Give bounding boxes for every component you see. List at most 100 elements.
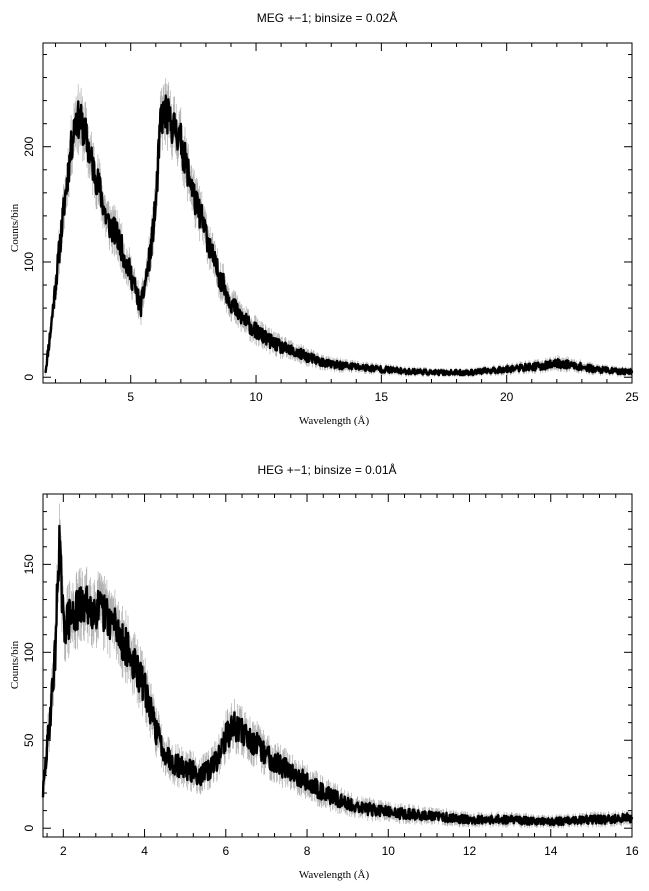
meg-data-point	[619, 371, 620, 372]
meg-data-point	[80, 121, 81, 122]
heg-data-point	[55, 652, 56, 653]
meg-data-point	[90, 158, 91, 159]
meg-data-point	[581, 366, 582, 367]
heg-data-point	[168, 757, 169, 758]
heg-data-point	[209, 770, 210, 771]
heg-data-point	[217, 757, 218, 758]
meg-data-point	[225, 290, 226, 291]
meg-data-point	[100, 192, 101, 193]
heg-data-point	[489, 819, 490, 820]
meg-data-point	[245, 321, 246, 322]
heg-data-point	[71, 617, 72, 618]
meg-data-point	[190, 181, 191, 182]
meg-data-point	[115, 233, 116, 234]
meg-data-point	[356, 366, 357, 367]
meg-data-point	[70, 152, 71, 153]
heg-data-point	[112, 620, 113, 621]
meg-data-point	[150, 250, 151, 251]
heg-data-point	[331, 796, 332, 797]
heg-data-point	[428, 815, 429, 816]
meg-data-point	[180, 140, 181, 141]
meg-series-line	[44, 94, 634, 377]
meg-chart: MEG +−1; binsize = 0.02Å 5 10 15 20 25 0 100 20…	[9, 10, 639, 427]
heg-data-point	[571, 821, 572, 822]
heg-data-point	[59, 537, 60, 538]
meg-data-point	[145, 279, 146, 280]
meg-data-point	[418, 371, 419, 372]
heg-data-point	[225, 736, 226, 737]
meg-x-tick-label: 10	[249, 390, 263, 404]
heg-data-point	[530, 821, 531, 822]
meg-x-tick-label: 25	[625, 390, 639, 404]
heg-data-point	[306, 782, 307, 783]
heg-data-point	[47, 749, 48, 750]
meg-y-tick-label: 200	[22, 136, 36, 156]
meg-data-point	[55, 284, 56, 285]
meg-data-point	[85, 135, 86, 136]
meg-data-point	[343, 365, 344, 366]
meg-data-point	[50, 331, 51, 332]
meg-data-point	[195, 204, 196, 205]
meg-data-point	[255, 331, 256, 332]
heg-data-point	[120, 634, 121, 635]
heg-data-point	[185, 768, 186, 769]
heg-data-point	[79, 608, 80, 609]
heg-data-point	[550, 821, 551, 822]
heg-ticks: 2 4 6 8 10 12 14 16 0 50 100 150	[22, 493, 639, 858]
heg-data-point	[160, 743, 161, 744]
heg-data-point	[144, 687, 145, 688]
meg-data-point	[160, 117, 161, 118]
heg-data-point	[510, 819, 511, 820]
heg-data-point	[201, 775, 202, 776]
heg-data-point	[319, 789, 320, 790]
meg-data-point	[230, 302, 231, 303]
heg-x-tick-label: 8	[304, 844, 311, 858]
heg-x-tick-label: 2	[60, 844, 67, 858]
meg-plot-frame	[42, 42, 633, 384]
meg-data-point	[494, 370, 495, 371]
meg-data-point	[506, 369, 507, 370]
meg-data-point	[125, 261, 126, 262]
meg-data-point	[306, 356, 307, 357]
meg-data-point	[469, 372, 470, 373]
meg-data-point	[606, 370, 607, 371]
meg-x-tick-label: 20	[500, 390, 514, 404]
meg-data-point	[481, 371, 482, 372]
meg-data-point	[105, 215, 106, 216]
heg-data-point	[136, 669, 137, 670]
meg-data-point	[110, 227, 111, 228]
meg-data-point	[318, 361, 319, 362]
meg-data-point	[60, 238, 61, 239]
heg-data-point	[469, 819, 470, 820]
heg-data-point	[51, 705, 52, 706]
meg-error-bar-path	[45, 78, 633, 378]
meg-data-point	[120, 244, 121, 245]
heg-y-axis-label: Counts/bin	[9, 640, 21, 689]
meg-data-point	[45, 371, 46, 372]
heg-y-tick-label: 50	[22, 733, 36, 747]
heg-x-tick-label: 14	[544, 844, 558, 858]
meg-data-point	[268, 340, 269, 341]
meg-data-point	[368, 367, 369, 368]
meg-data-point	[175, 129, 176, 130]
heg-x-axis-label: Wavelength (Å)	[299, 869, 370, 881]
meg-data-point	[594, 369, 595, 370]
meg-data-point	[281, 347, 282, 348]
meg-data-point	[406, 371, 407, 372]
meg-data-point	[140, 308, 141, 309]
meg-y-axis-label: Counts/bin	[9, 203, 21, 252]
meg-x-tick-label: 15	[375, 390, 389, 404]
meg-data-point	[185, 163, 186, 164]
heg-y-tick-label: 150	[22, 554, 36, 574]
meg-data-point	[293, 351, 294, 352]
heg-series-line	[41, 524, 634, 827]
heg-data-point	[611, 819, 612, 820]
meg-ticks: 5 10 15 20 25 0 100 200	[22, 43, 639, 404]
heg-data-point	[298, 775, 299, 776]
meg-data-point	[220, 279, 221, 280]
meg-data-point	[393, 370, 394, 371]
heg-data-point	[152, 719, 153, 720]
heg-data-point	[408, 814, 409, 815]
heg-x-tick-label: 6	[222, 844, 229, 858]
meg-data-point	[170, 123, 171, 124]
